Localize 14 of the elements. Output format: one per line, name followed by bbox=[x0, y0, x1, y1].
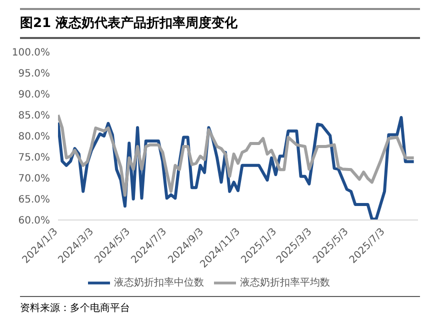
y-tick-label: 75.0% bbox=[18, 152, 50, 164]
legend-label: 液态奶折扣率平均数 bbox=[240, 278, 330, 289]
y-tick-label: 95.0% bbox=[18, 68, 50, 80]
y-tick-label: 70.0% bbox=[18, 174, 50, 185]
legend-label: 液态奶折扣率中位数 bbox=[114, 278, 204, 289]
y-tick-label: 100.0% bbox=[12, 48, 50, 59]
chart-title: 图21 液态奶代表产品折扣率周度变化 bbox=[20, 8, 420, 39]
y-tick-label: 85.0% bbox=[18, 110, 50, 122]
y-tick-label: 65.0% bbox=[18, 194, 50, 206]
line-series bbox=[58, 114, 416, 197]
y-tick-label: 90.0% bbox=[18, 90, 50, 101]
y-tick-label: 60.0% bbox=[18, 216, 50, 227]
text: 资料来源：多个电商平台 bbox=[20, 302, 131, 315]
y-tick-label: 80.0% bbox=[18, 132, 50, 143]
